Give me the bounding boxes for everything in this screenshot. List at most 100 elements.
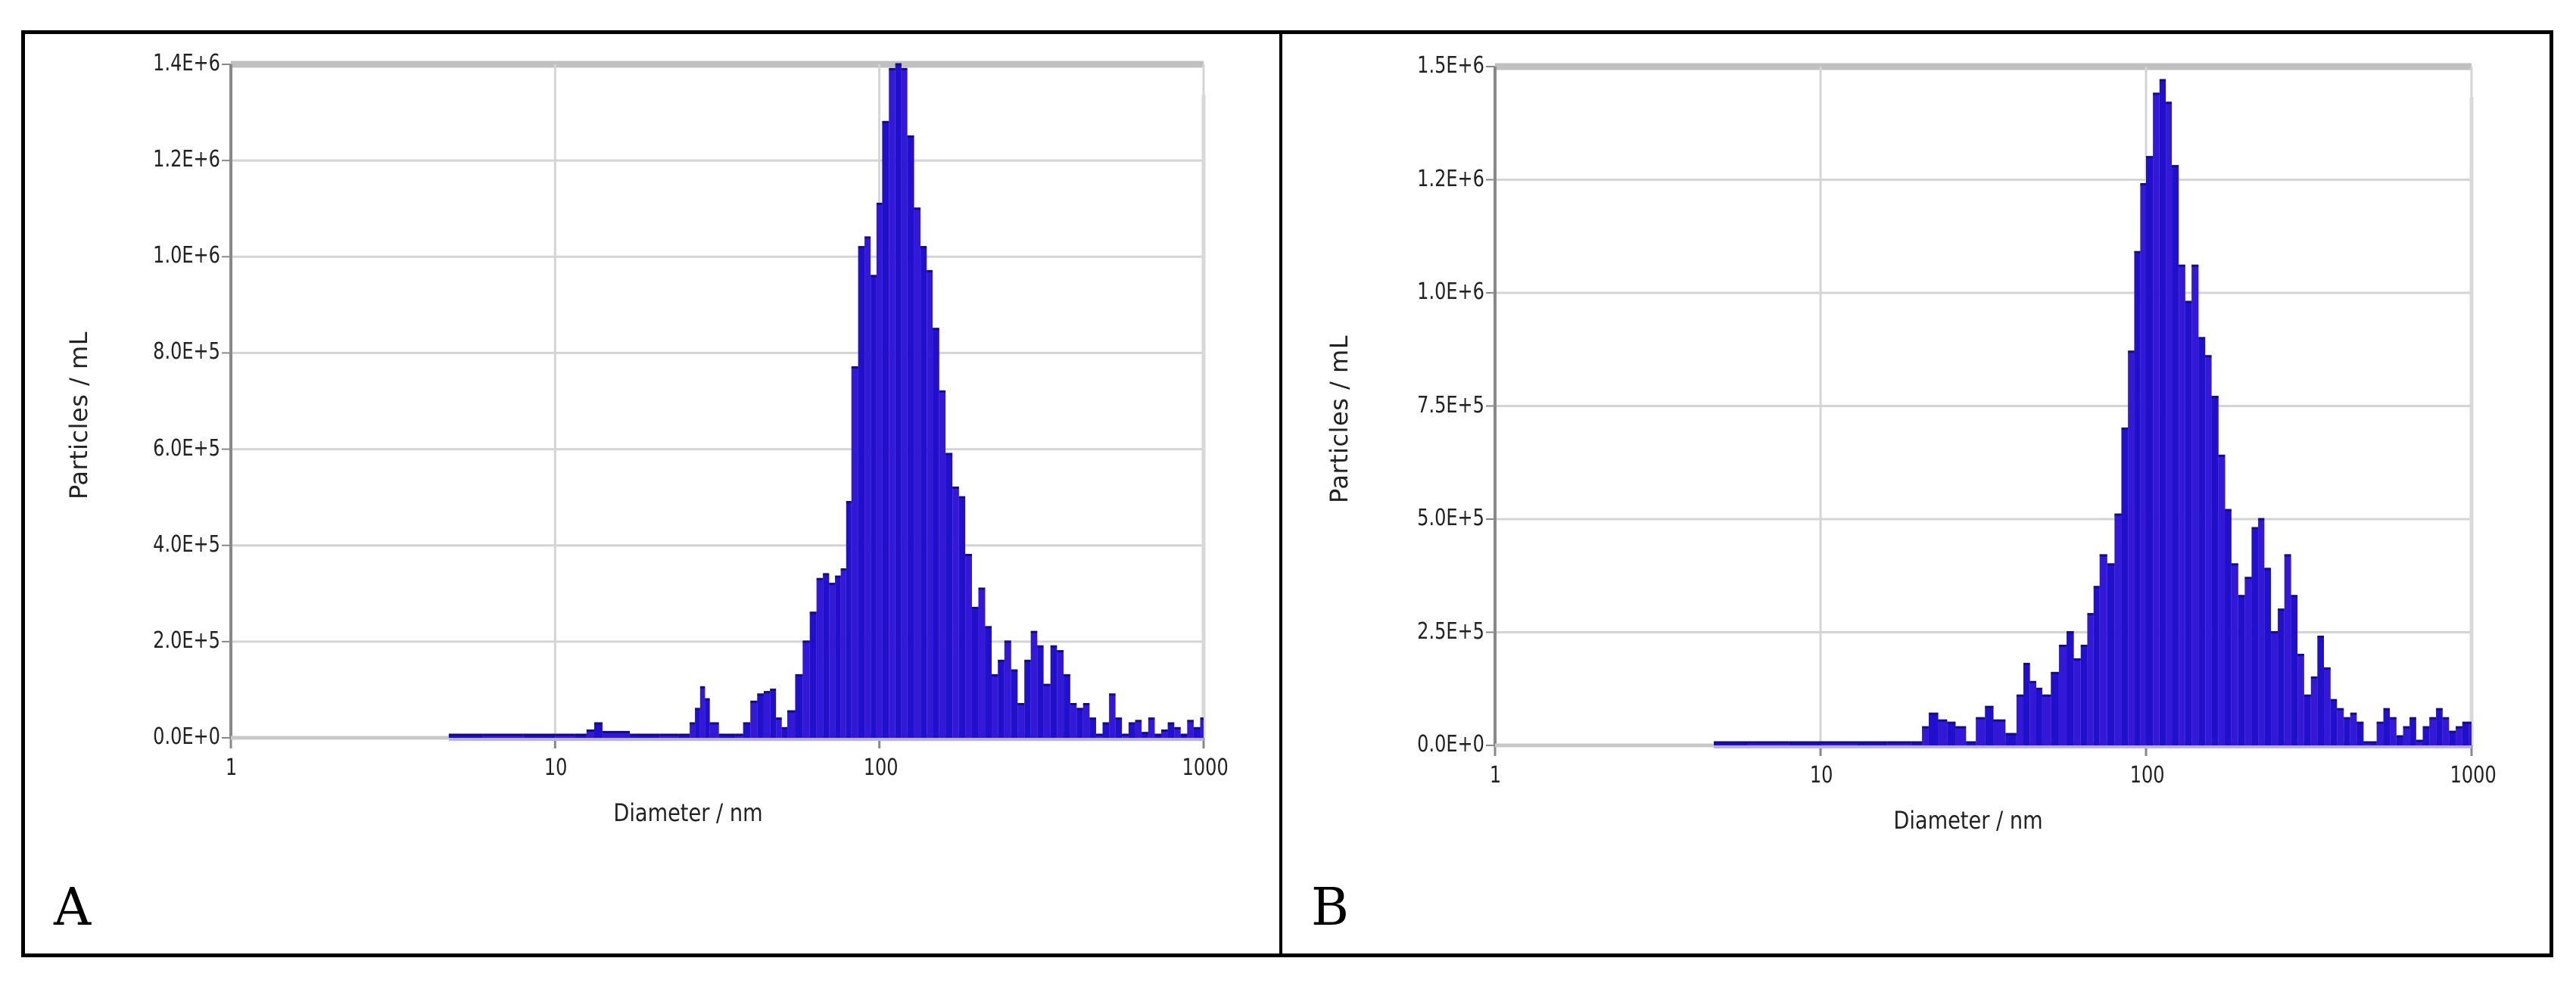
- histogram-bar: [2310, 677, 2318, 745]
- histogram-bar: [678, 735, 690, 738]
- histogram-bar: [2153, 93, 2160, 745]
- histogram-bar: [840, 569, 846, 738]
- histogram-bar: [1057, 651, 1064, 738]
- histogram-bar: [2324, 668, 2331, 745]
- histogram-bar: [2383, 709, 2391, 745]
- histogram-bar: [907, 136, 914, 738]
- histogram-bar: [1993, 720, 2006, 745]
- histogram-bar: [2198, 338, 2206, 745]
- histogram-bar: [864, 237, 871, 738]
- histogram-bar: [1148, 718, 1155, 738]
- histogram-bar: [2205, 356, 2212, 746]
- histogram-bar: [914, 208, 921, 738]
- histogram-bar: [1004, 641, 1011, 738]
- panel-b-letter: B: [1311, 878, 1349, 938]
- histogram-bar: [781, 728, 788, 738]
- histogram-bar: [1714, 742, 1749, 745]
- histogram-bar: [1938, 720, 1948, 745]
- panel-b: Particles / mL Diameter / nm B 0.0E+0 2.5…: [1282, 30, 2553, 957]
- y-tick-label: 2.0E+5: [153, 627, 220, 654]
- histogram-bar: [1911, 742, 1923, 745]
- histogram-bar: [1024, 661, 1031, 738]
- histogram-bar: [851, 367, 858, 738]
- histogram-bar: [901, 69, 908, 738]
- histogram-bar: [1043, 685, 1051, 738]
- histogram-bar: [2087, 614, 2094, 745]
- histogram-bar: [1122, 735, 1129, 738]
- y-tick-label: 1.5E+6: [1417, 52, 1484, 79]
- histogram-bar: [2051, 673, 2059, 745]
- histogram-bar: [1748, 742, 1789, 745]
- histogram-bar: [920, 247, 927, 739]
- histogram-bar: [2251, 527, 2259, 745]
- histogram-bar: [2396, 736, 2403, 745]
- histogram-bar: [2191, 266, 2199, 745]
- histogram-bar: [985, 627, 992, 738]
- histogram-bar: [971, 608, 979, 738]
- histogram-bar: [998, 661, 1005, 738]
- histogram-bar: [1135, 720, 1142, 738]
- chart-b-x-axis-label: Diameter / nm: [1893, 806, 2043, 835]
- x-tick-label: 100: [2129, 762, 2165, 789]
- histogram-bar: [2258, 519, 2265, 745]
- histogram-bar: [978, 588, 986, 738]
- histogram-bar: [1011, 670, 1018, 738]
- histogram-bar: [1167, 723, 1175, 738]
- y-tick-label: 1.0E+6: [1417, 278, 1484, 305]
- histogram-bar: [483, 735, 524, 738]
- histogram-bar: [2436, 709, 2443, 745]
- histogram-bar: [2238, 596, 2245, 745]
- figure-frame: [21, 30, 2553, 957]
- histogram-bar: [757, 694, 764, 738]
- histogram-bar: [2462, 723, 2469, 745]
- histogram-bar: [1064, 675, 1070, 738]
- histogram-bar: [2456, 727, 2462, 745]
- histogram-bar: [835, 577, 841, 738]
- histogram-bar: [735, 735, 743, 738]
- histogram-bar: [1128, 723, 1135, 738]
- histogram-bar: [1857, 742, 1887, 745]
- chart-b-y-axis-label: Particles / mL: [1325, 334, 1353, 503]
- histogram-bar: [2005, 734, 2017, 745]
- histogram-bar: [2121, 428, 2129, 745]
- histogram-bar: [448, 735, 484, 738]
- histogram-bar: [2297, 655, 2304, 745]
- x-tick-label: 1000: [2450, 762, 2497, 789]
- histogram-bar: [1966, 742, 1976, 745]
- histogram-bar: [1017, 704, 1025, 738]
- histogram-bar: [1142, 733, 1148, 738]
- histogram-bar: [2166, 102, 2173, 746]
- histogram-bar: [1187, 720, 1194, 738]
- histogram-bar: [1886, 742, 1911, 745]
- histogram-bar: [2416, 741, 2423, 745]
- histogram-bar: [575, 735, 587, 738]
- histogram-bar: [2231, 564, 2238, 745]
- histogram-bar: [2403, 727, 2410, 745]
- x-tick-label: 10: [544, 754, 568, 781]
- histogram-bar: [555, 735, 575, 738]
- histogram-bar: [770, 689, 777, 738]
- histogram-bar: [2442, 718, 2450, 745]
- histogram-bar: [2303, 695, 2311, 745]
- histogram-bar: [802, 641, 810, 738]
- y-tick-label: 0.0E+0: [153, 723, 220, 750]
- histogram-bar: [939, 391, 946, 738]
- histogram-bar: [895, 64, 902, 738]
- histogram-bar: [1789, 742, 1821, 745]
- histogram-bar: [2244, 577, 2252, 745]
- histogram-bar: [2356, 723, 2364, 745]
- histogram-bar: [602, 732, 631, 738]
- x-tick-label: 100: [863, 754, 899, 781]
- histogram-bar: [2036, 689, 2042, 745]
- histogram-bar: [2409, 718, 2416, 745]
- histogram-bar: [1193, 728, 1201, 738]
- histogram-bar: [2429, 718, 2437, 745]
- histogram-bar: [2023, 664, 2030, 745]
- histogram-bar: [816, 579, 824, 738]
- histogram-bar: [2422, 727, 2430, 745]
- panel-divider: [1279, 30, 1282, 957]
- chart-a-plot: [222, 61, 1206, 748]
- x-tick-label: 10: [1809, 762, 1833, 789]
- histogram-bar: [2271, 632, 2279, 745]
- y-tick-label: 6.0E+5: [153, 434, 220, 462]
